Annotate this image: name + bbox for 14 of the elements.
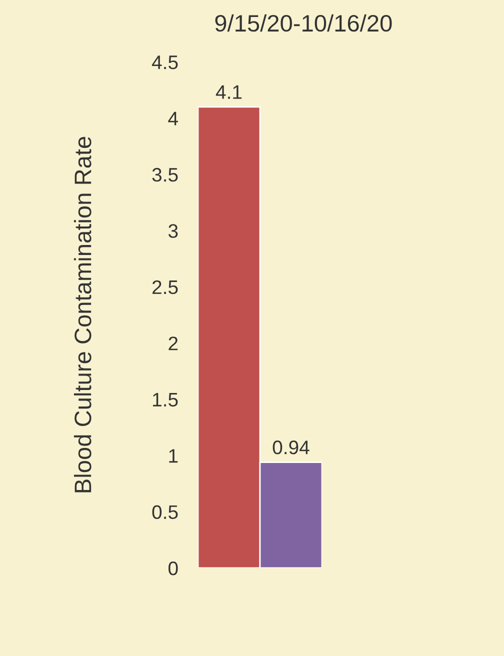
chart-title: 9/15/20-10/16/20	[215, 14, 392, 32]
y-tick-label: 1	[169, 449, 178, 463]
data-label: 0.94	[272, 440, 310, 454]
y-tick-label: 2	[168, 336, 178, 350]
data-label: 4.1	[216, 85, 242, 99]
y-tick-label: 2.5	[152, 280, 178, 294]
y-tick-label: 0	[168, 561, 178, 576]
y-tick-label: 4	[168, 112, 178, 126]
y-tick-label: 3.5	[152, 168, 178, 182]
y-tick-label: 0.5	[152, 505, 178, 520]
y-axis-title: Blood Culture Contamination Rate	[74, 136, 92, 492]
y-tick-label: 1.5	[153, 393, 178, 407]
y-tick-label: 4.5	[152, 56, 178, 70]
y-tick-label: 3	[168, 224, 178, 238]
